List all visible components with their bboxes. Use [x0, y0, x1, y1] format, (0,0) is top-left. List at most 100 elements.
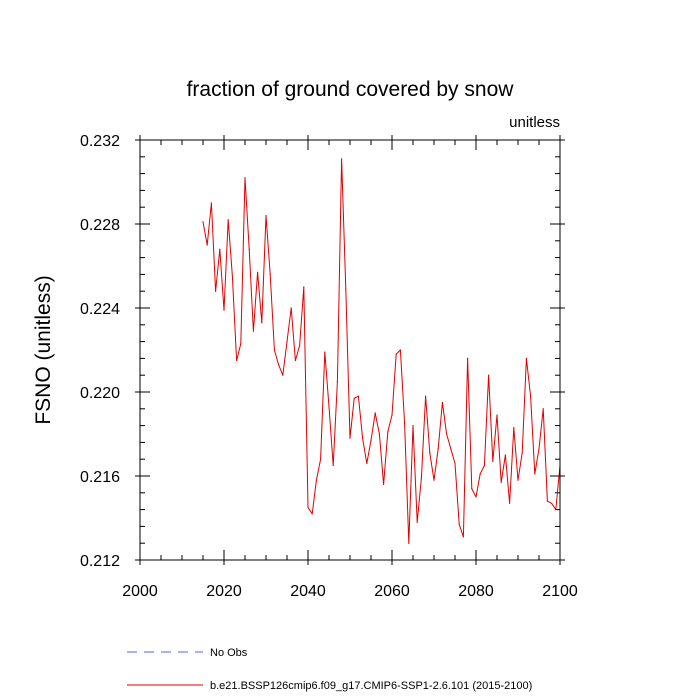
data-point — [378, 433, 380, 435]
data-point — [370, 439, 372, 441]
data-point — [471, 488, 473, 490]
data-point — [353, 397, 355, 399]
data-point — [303, 286, 305, 288]
data-point — [202, 221, 204, 223]
data-point — [307, 506, 309, 509]
data-point — [395, 353, 397, 355]
data-point — [483, 464, 485, 467]
data-point — [538, 448, 540, 450]
data-point — [441, 401, 443, 404]
data-point — [492, 460, 494, 462]
data-point — [311, 513, 313, 515]
data-point — [416, 521, 418, 523]
data-point — [324, 351, 326, 353]
data-point — [467, 357, 469, 359]
data-point — [286, 341, 288, 343]
data-point — [357, 395, 359, 397]
data-point — [433, 479, 435, 481]
legend: No Obs b.e21.BSSP126cmip6.f09_g17.CMIP6-S… — [127, 647, 532, 692]
y-tick-label: 0.220 — [80, 385, 120, 402]
chart-title: fraction of ground covered by snow — [187, 78, 515, 101]
data-point — [341, 158, 343, 160]
data-point — [278, 364, 280, 366]
data-point — [315, 479, 317, 481]
data-point — [517, 479, 519, 481]
y-tick-label: 0.216 — [80, 469, 120, 486]
data-point — [437, 448, 439, 450]
units-label: unitless — [509, 114, 560, 131]
data-point — [462, 536, 464, 538]
data-point — [458, 523, 460, 525]
data-point — [269, 273, 271, 275]
data-point — [504, 454, 506, 456]
x-tick-label: 2100 — [542, 583, 578, 600]
y-tick-label: 0.212 — [80, 553, 120, 570]
data-point — [240, 343, 242, 345]
data-point — [282, 374, 284, 376]
series-line — [202, 158, 561, 544]
data-point — [513, 427, 515, 429]
data-point — [252, 330, 254, 332]
data-point — [290, 307, 292, 309]
y-tick-label: 0.224 — [80, 301, 120, 318]
data-point — [404, 422, 406, 425]
data-point — [236, 359, 238, 362]
data-point — [412, 425, 414, 427]
data-point — [408, 542, 410, 544]
data-point — [387, 431, 389, 433]
legend-label: b.e21.BSSP126cmip6.f09_g17.CMIP6-SSP1-2.… — [210, 680, 532, 692]
legend-label: No Obs — [210, 647, 248, 659]
plot-frame — [139, 139, 561, 561]
data-point — [215, 290, 217, 292]
data-point — [210, 202, 212, 204]
data-point — [261, 322, 263, 324]
data-point — [244, 177, 246, 179]
data-point — [231, 275, 233, 278]
data-point — [542, 408, 544, 410]
data-point — [446, 433, 448, 435]
data-point — [530, 395, 532, 397]
data-point — [525, 357, 528, 359]
data-point — [399, 349, 401, 351]
data-point — [555, 509, 557, 511]
data-point — [332, 464, 334, 467]
data-point — [475, 496, 477, 498]
data-point — [223, 309, 225, 311]
data-point — [420, 477, 422, 479]
data-point — [479, 473, 481, 475]
data-point — [299, 345, 301, 347]
data-point — [429, 452, 431, 454]
data-point — [265, 215, 267, 217]
y-axis-label: FSNO (unitless) — [32, 275, 55, 424]
data-point — [257, 271, 259, 273]
data-point — [425, 395, 427, 397]
data-point — [391, 414, 393, 416]
data-point — [454, 462, 456, 464]
data-point — [248, 248, 250, 250]
data-point — [488, 374, 490, 376]
data-point — [551, 502, 553, 504]
data-point — [366, 462, 368, 464]
data-point — [500, 481, 502, 483]
data-point — [336, 380, 338, 383]
data-point — [509, 502, 511, 504]
data-point — [534, 473, 536, 475]
y-tick-label: 0.232 — [80, 133, 120, 150]
data-point — [320, 458, 322, 460]
x-tick-label: 2060 — [374, 583, 410, 600]
data-point — [362, 437, 364, 439]
x-tick-label: 2000 — [122, 583, 158, 600]
data-point — [383, 483, 385, 485]
data-point — [521, 452, 523, 454]
data-point — [206, 244, 208, 246]
data-point — [345, 288, 347, 290]
x-tick-label: 2040 — [290, 583, 326, 600]
data-point — [273, 349, 275, 351]
data-point — [349, 437, 351, 439]
data-point — [450, 448, 452, 450]
data-point — [546, 500, 549, 502]
data-point — [294, 359, 296, 362]
data-point — [227, 219, 229, 221]
x-tick-label: 2020 — [206, 583, 242, 600]
